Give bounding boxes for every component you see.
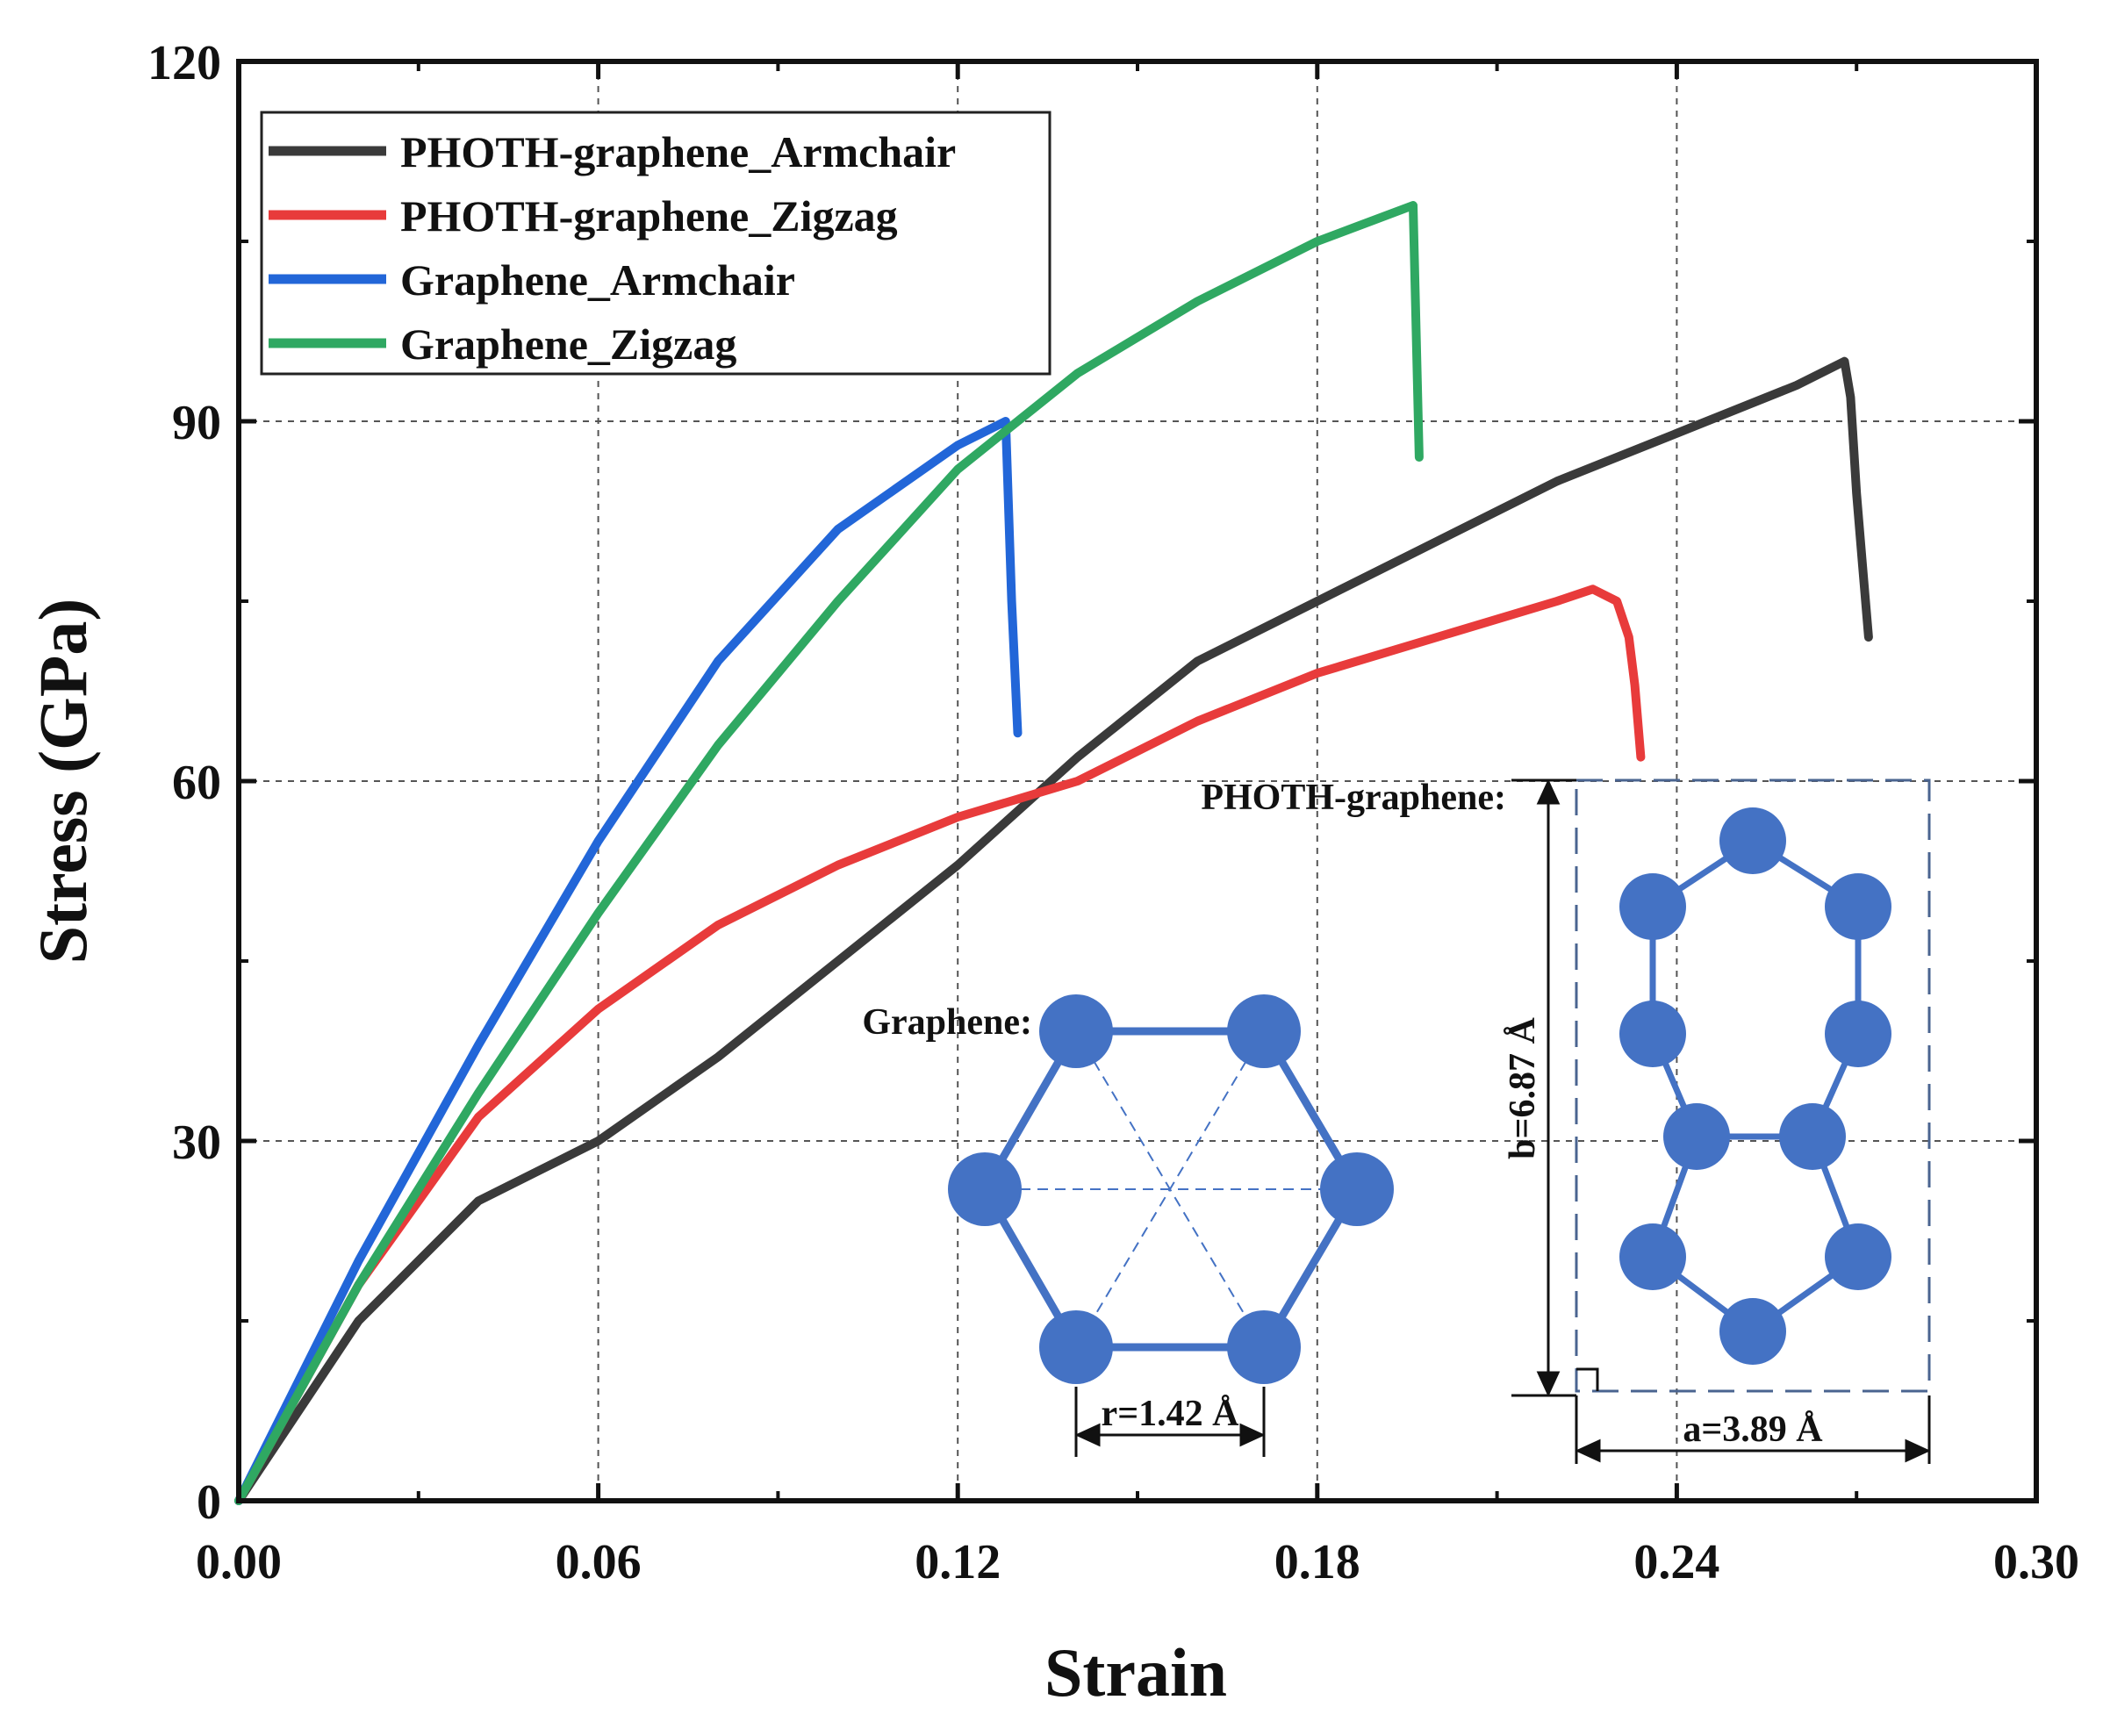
data-series — [234, 201, 1873, 1505]
legend-label-photh-armchair: PHOTH-graphene_Armchair — [400, 127, 956, 176]
photh-inset-label: PHOTH-graphene: — [1201, 778, 1506, 818]
series-line-photh-armchair — [234, 356, 1873, 1505]
graphene-atom — [1039, 994, 1113, 1068]
graphene-atom — [1227, 1310, 1301, 1384]
photh-atom — [1619, 1001, 1686, 1067]
photh-b-dimension — [1511, 778, 1576, 1397]
x-tick-label: 0.18 — [1274, 1535, 1360, 1589]
photh-atom — [1619, 873, 1686, 940]
photh-atom — [1719, 807, 1786, 874]
y-tick-labels: 0 30 60 90 120 — [147, 36, 221, 1530]
legend: PHOTH-graphene_Armchair PHOTH-graphene_Z… — [260, 111, 1052, 376]
photh-b-label: b=6.87 Å — [1503, 1017, 1543, 1159]
series-line-graphene-armchair — [234, 417, 1023, 1505]
graphene-structure-inset: Graphene: r=1.42 Å — [862, 994, 1394, 1457]
graphene-inset-label: Graphene: — [862, 1002, 1032, 1043]
legend-label-photh-zigzag: PHOTH-graphene_Zigzag — [400, 191, 898, 240]
graphene-atom — [948, 1152, 1022, 1226]
legend-box — [260, 111, 1052, 376]
photh-atom — [1663, 1103, 1730, 1170]
photh-atom — [1779, 1103, 1846, 1170]
photh-atom — [1825, 1001, 1891, 1067]
graphene-atom — [1039, 1310, 1113, 1384]
axis-ticks — [236, 59, 2039, 1503]
legend-label-graphene-zigzag: Graphene_Zigzag — [400, 319, 736, 369]
y-tick-label: 60 — [172, 756, 221, 810]
photh-atom — [1619, 1223, 1686, 1290]
grid-lines — [239, 61, 2036, 1501]
y-tick-label: 120 — [147, 36, 221, 90]
series-line-photh-zigzag — [234, 585, 1646, 1505]
graphene-bond-dimension — [1074, 1387, 1266, 1457]
series-line-graphene-zigzag — [234, 201, 1424, 1505]
photh-atom — [1825, 873, 1891, 940]
x-tick-label: 0.30 — [1993, 1535, 2079, 1589]
y-tick-label: 0 — [197, 1475, 221, 1530]
y-tick-label: 90 — [172, 396, 221, 450]
y-tick-label: 30 — [172, 1115, 221, 1170]
photh-unit-cell-corner-mark — [1576, 1367, 1599, 1391]
graphene-atom — [1227, 994, 1301, 1068]
graphene-bond-length-label: r=1.42 Å — [1102, 1394, 1240, 1434]
photh-atom — [1825, 1223, 1891, 1290]
x-tick-labels: 0.00 0.06 0.12 0.18 0.24 0.30 — [196, 1535, 2079, 1589]
photh-a-label: a=3.89 Å — [1683, 1410, 1823, 1450]
graphene-atom — [1320, 1152, 1394, 1226]
x-tick-label: 0.12 — [915, 1535, 1001, 1589]
photh-graphene-structure-inset: PHOTH-graphene: b=6.87 Å — [1201, 778, 1931, 1464]
photh-atom — [1719, 1298, 1786, 1365]
photh-a-dimension — [1575, 1395, 1931, 1464]
x-tick-label: 0.24 — [1633, 1535, 1719, 1589]
x-axis-title: Strain — [1044, 1634, 1227, 1711]
photh-unit-cell-box — [1575, 778, 1931, 1393]
legend-label-graphene-armchair: Graphene_Armchair — [400, 255, 795, 305]
x-tick-label: 0.00 — [196, 1535, 282, 1589]
x-tick-label: 0.06 — [556, 1535, 642, 1589]
graphene-dashed-diagonals — [985, 1030, 1357, 1348]
y-axis-title: Stress (GPa) — [25, 599, 101, 965]
